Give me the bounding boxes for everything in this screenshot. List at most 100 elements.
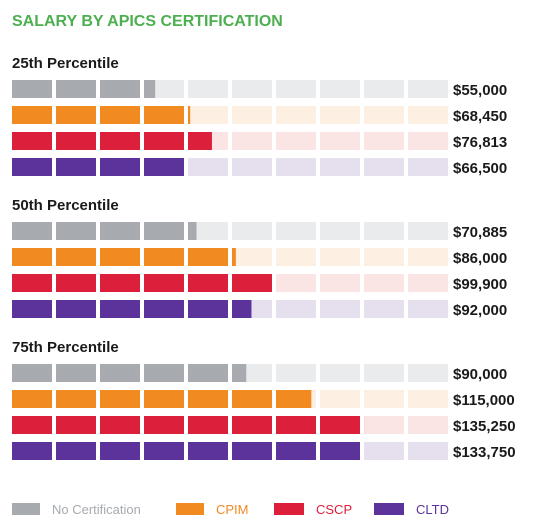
bar-segment xyxy=(100,442,140,460)
bar-track-segment xyxy=(188,222,228,240)
bar-track-segment xyxy=(320,106,360,124)
bar-groups: 25th Percentile $55,000 $68,450 $76,813 $66,… xyxy=(12,55,516,461)
bar-track-segment xyxy=(276,364,316,382)
value-label: $135,250 xyxy=(453,418,516,435)
bar-row-cltd: $92,000 xyxy=(12,300,507,319)
group-2: 50th Percentile $70,885 $86,000 $99,900 $92,… xyxy=(12,197,507,319)
value-label: $86,000 xyxy=(453,250,507,267)
bar-row-cscp: $76,813 xyxy=(12,132,507,151)
bar-track-segment xyxy=(408,248,448,266)
bar-segment xyxy=(188,416,228,434)
bar-track-segment xyxy=(320,158,360,176)
bar-track-segment xyxy=(364,416,404,434)
bar-segment xyxy=(144,416,184,434)
bar-segment xyxy=(100,390,140,408)
bar-segment xyxy=(232,300,252,318)
bar-segment xyxy=(232,442,272,460)
bar-segment xyxy=(100,106,140,124)
bar-segment xyxy=(100,222,140,240)
bar-segment xyxy=(144,442,184,460)
bar-track-segment xyxy=(408,80,448,98)
value-label: $92,000 xyxy=(453,302,507,319)
bar-row-cpim: $86,000 xyxy=(12,248,507,267)
bar-track-segment xyxy=(364,442,404,460)
value-label: $66,500 xyxy=(453,160,507,177)
bar-track-segment xyxy=(364,106,404,124)
legend-label: CSCP xyxy=(316,502,352,517)
chart-title: SALARY BY APICS CERTIFICATION xyxy=(12,13,283,30)
bar-row-cscp: $99,900 xyxy=(12,274,507,293)
bar-row-cltd: $133,750 xyxy=(12,442,516,461)
bar-row-no-certification: $70,885 xyxy=(12,222,507,241)
bar-track-segment xyxy=(408,442,448,460)
bar-track-segment xyxy=(408,222,448,240)
bar-track-segment xyxy=(276,222,316,240)
bar-track-segment xyxy=(320,364,360,382)
bar-track-segment xyxy=(320,274,360,292)
legend-label: CPIM xyxy=(216,502,249,517)
bar-track-segment xyxy=(232,248,272,266)
legend-item-cscp: CSCP xyxy=(274,502,352,517)
bar-track-segment xyxy=(320,300,360,318)
bar-segment xyxy=(12,248,52,266)
bar-segment xyxy=(276,390,312,408)
bar-segment xyxy=(188,364,228,382)
legend-item-cpim: CPIM xyxy=(176,502,249,517)
bar-segment xyxy=(232,364,247,382)
bar-segment xyxy=(144,106,184,124)
bar-track-segment xyxy=(364,222,404,240)
bar-row-cscp: $135,250 xyxy=(12,416,516,435)
bar-segment xyxy=(144,132,184,150)
bar-track-segment xyxy=(188,106,228,124)
bar-segment xyxy=(56,416,96,434)
bar-segment xyxy=(56,442,96,460)
bar-segment xyxy=(100,364,140,382)
bar-track-segment xyxy=(408,132,448,150)
bar-segment xyxy=(188,248,228,266)
bar-track-segment xyxy=(188,158,228,176)
bar-track-segment xyxy=(364,390,404,408)
legend-swatch xyxy=(374,503,404,515)
legend-label: CLTD xyxy=(416,502,449,517)
value-label: $70,885 xyxy=(453,224,507,241)
bar-segment xyxy=(188,132,212,150)
value-label: $99,900 xyxy=(453,276,507,293)
bar-segment xyxy=(100,132,140,150)
bar-segment xyxy=(56,390,96,408)
bar-segment xyxy=(56,80,96,98)
bar-segment xyxy=(12,300,52,318)
value-label: $115,000 xyxy=(453,392,515,409)
bar-segment xyxy=(320,442,360,460)
bar-track-segment xyxy=(320,222,360,240)
bar-segment xyxy=(188,106,191,124)
bar-segment xyxy=(144,222,184,240)
bar-row-cpim: $68,450 xyxy=(12,106,507,125)
bar-track-segment xyxy=(364,274,404,292)
bar-segment xyxy=(12,390,52,408)
bar-track-segment xyxy=(408,300,448,318)
bar-track-segment xyxy=(188,80,228,98)
bar-segment xyxy=(144,300,184,318)
bar-segment xyxy=(56,158,96,176)
bar-track-segment xyxy=(364,80,404,98)
bar-segment xyxy=(232,274,272,292)
bar-row-cltd: $66,500 xyxy=(12,158,507,177)
bar-segment xyxy=(12,132,52,150)
bar-segment xyxy=(188,390,228,408)
bar-track-segment xyxy=(408,158,448,176)
bar-row-no-certification: $55,000 xyxy=(12,80,507,99)
bar-track-segment xyxy=(276,248,316,266)
bar-segment xyxy=(100,300,140,318)
group-1: 25th Percentile $55,000 $68,450 $76,813 $66,… xyxy=(12,55,507,177)
bar-segment xyxy=(144,158,184,176)
bar-segment xyxy=(12,106,52,124)
group-title: 75th Percentile xyxy=(12,339,119,356)
bar-segment xyxy=(56,222,96,240)
bar-track-segment xyxy=(364,364,404,382)
bar-track-segment xyxy=(276,106,316,124)
bar-segment xyxy=(144,80,156,98)
bar-segment xyxy=(100,416,140,434)
bar-segment xyxy=(56,364,96,382)
bar-track-segment xyxy=(232,80,272,98)
